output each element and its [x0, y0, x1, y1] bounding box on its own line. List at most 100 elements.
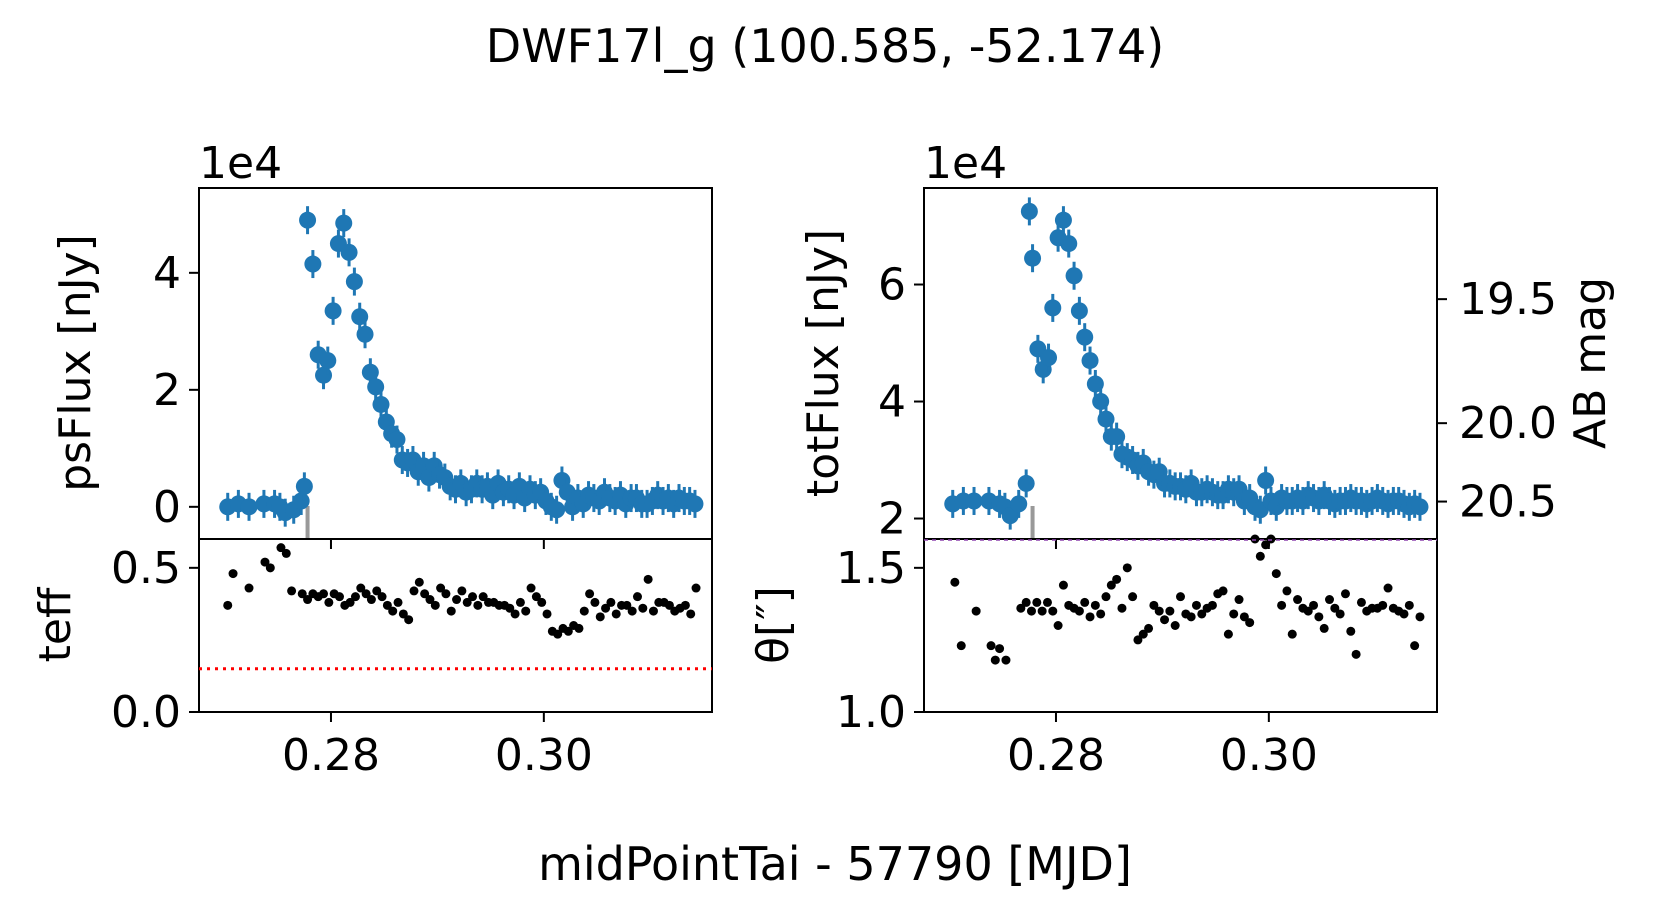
data-point: [1404, 600, 1414, 610]
data-point: [319, 589, 329, 599]
data-point: [537, 597, 547, 607]
right-y-tick-label: 19.5: [1459, 274, 1557, 325]
data-point: [473, 600, 483, 610]
data-point: [965, 492, 983, 510]
data-point: [632, 592, 642, 602]
data-point: [590, 597, 600, 607]
data-point: [223, 600, 233, 610]
data-point: [1346, 626, 1356, 636]
data-point: [297, 589, 307, 599]
data-point: [244, 583, 254, 593]
data-point: [478, 592, 488, 602]
data-point: [521, 606, 531, 616]
data-point: [1411, 498, 1429, 516]
data-point: [1074, 606, 1084, 616]
data-point: [1037, 606, 1047, 616]
data-point: [1016, 603, 1026, 613]
data-point: [510, 609, 520, 619]
data-point: [664, 600, 674, 610]
right-y-axis-label: AB mag: [1565, 277, 1616, 449]
data-point: [404, 615, 414, 625]
data-point: [1314, 612, 1324, 622]
data-point: [1154, 606, 1164, 616]
data-point: [1271, 569, 1281, 579]
data-point: [452, 595, 462, 605]
data-point: [1032, 597, 1042, 607]
y-tick-label: 0: [153, 482, 181, 533]
data-point: [287, 586, 297, 596]
data-point: [1293, 595, 1303, 605]
data-point: [1054, 211, 1072, 229]
data-point: [366, 595, 376, 605]
data-point: [1080, 597, 1090, 607]
data-point: [643, 574, 653, 584]
data-point: [686, 609, 696, 619]
y-tick-label: 2: [878, 494, 906, 545]
data-point: [1160, 615, 1170, 625]
data-point: [324, 597, 334, 607]
data-point: [414, 577, 424, 587]
data-point: [398, 609, 408, 619]
x-tick-label: 0.30: [495, 730, 593, 781]
data-point: [548, 501, 566, 519]
data-point: [638, 603, 648, 613]
y-axis-label: totFlux [nJy]: [798, 229, 849, 497]
data-point: [526, 583, 536, 593]
data-point: [462, 597, 472, 607]
data-point: [1170, 621, 1180, 630]
data-point: [1250, 534, 1260, 544]
data-point: [1229, 609, 1239, 619]
y-axis-label: psFlux [nJy]: [50, 234, 101, 492]
data-point: [1319, 623, 1329, 633]
data-point: [595, 612, 605, 622]
data-point: [1351, 649, 1361, 659]
data-point: [1044, 299, 1062, 317]
data-point: [425, 595, 435, 605]
data-point: [240, 498, 258, 516]
data-point: [1257, 472, 1275, 489]
data-point: [409, 586, 419, 596]
data-point: [319, 352, 337, 370]
data-point: [585, 589, 595, 599]
data-point: [990, 655, 1000, 665]
data-point: [356, 325, 374, 343]
axes-frame: [923, 538, 1438, 713]
data-point: [686, 495, 704, 513]
data-point: [986, 641, 996, 651]
data-point: [265, 563, 275, 573]
data-point: [1325, 595, 1335, 605]
data-point: [1112, 574, 1122, 584]
data-point: [515, 597, 525, 607]
data-point: [393, 597, 403, 607]
data-point: [441, 589, 451, 599]
data-point: [1133, 635, 1143, 645]
data-point: [340, 243, 358, 261]
data-point: [1065, 267, 1083, 285]
data-point: [281, 548, 291, 558]
data-point: [295, 477, 313, 495]
x-tick-label: 0.30: [1220, 730, 1318, 781]
data-point: [457, 586, 467, 596]
data-point: [1207, 600, 1217, 610]
right-y-tick-label: 20.0: [1459, 398, 1557, 449]
y-tick-label: 6: [878, 260, 906, 311]
y-tick-label: 4: [878, 377, 906, 428]
data-point: [1090, 600, 1100, 610]
data-point: [1415, 612, 1425, 622]
data-point: [1070, 302, 1088, 320]
data-point: [1149, 600, 1159, 610]
data-point: [971, 606, 981, 616]
y-tick-label: 0.5: [111, 543, 181, 594]
data-point: [356, 583, 366, 593]
data-point: [377, 592, 387, 602]
data-point: [1144, 623, 1154, 633]
data-point: [1138, 629, 1148, 639]
data-point: [1234, 595, 1244, 605]
offset-label: 1e4: [924, 138, 1007, 189]
data-point: [950, 577, 960, 587]
data-point: [648, 606, 658, 616]
data-point: [691, 583, 701, 593]
data-point: [1335, 609, 1345, 619]
data-point: [1191, 600, 1201, 610]
data-point: [292, 492, 310, 510]
